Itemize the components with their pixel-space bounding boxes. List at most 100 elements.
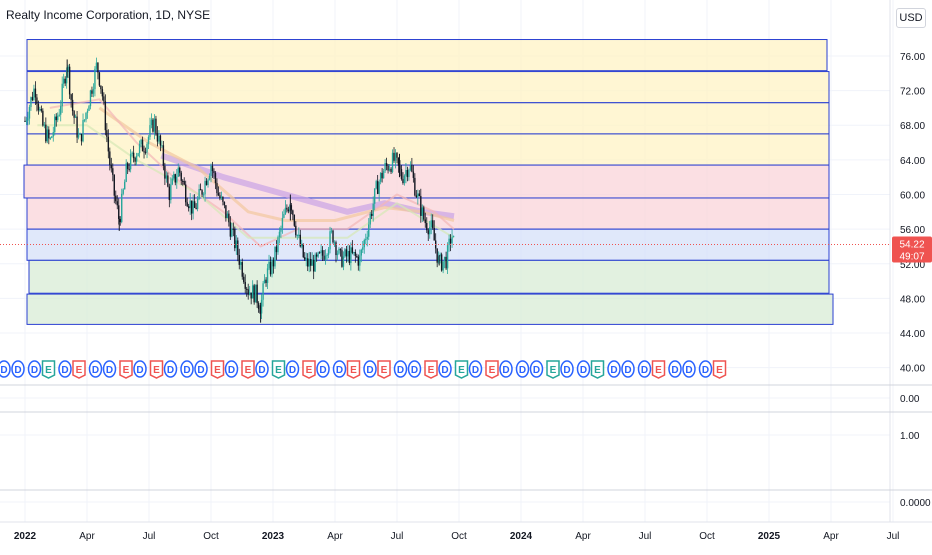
candle-body — [250, 292, 252, 299]
earnings-marker — [119, 360, 133, 379]
candle-body — [408, 169, 410, 178]
candle-body — [37, 103, 40, 111]
candle-body — [353, 252, 355, 254]
candle-body — [74, 116, 77, 118]
candle-body — [237, 240, 239, 256]
event-letter: D — [228, 365, 235, 376]
candle-body — [135, 155, 138, 162]
candle-body — [77, 134, 80, 138]
candle-body — [137, 153, 139, 156]
candle-body — [275, 246, 278, 253]
earnings-marker — [454, 360, 469, 379]
candle-body — [30, 97, 32, 108]
event-letter: D — [14, 365, 21, 376]
candle-body — [89, 90, 92, 107]
earnings-marker — [377, 360, 391, 379]
candle-body — [402, 178, 404, 184]
candle-body — [226, 213, 229, 219]
candle-body — [126, 163, 129, 169]
candles — [24, 57, 455, 323]
candle-body — [271, 259, 273, 275]
candle-body — [150, 119, 153, 126]
candle-body — [91, 90, 93, 94]
candle-body — [82, 120, 84, 142]
candle-body — [345, 249, 348, 257]
candle-body — [216, 183, 218, 194]
dividend-event-icon: D — [576, 360, 591, 378]
price-tick-label: 52.00 — [900, 260, 925, 271]
candle-body — [156, 133, 159, 142]
candle-body — [391, 152, 394, 172]
dividend-marker — [560, 360, 574, 378]
candle-body — [241, 262, 243, 277]
candle-body — [323, 255, 325, 260]
event-letter: D — [563, 365, 570, 376]
dividend-marker — [332, 360, 347, 378]
event-letter: E — [123, 365, 130, 376]
zone-box — [28, 259, 830, 294]
dividend-event-icon: D — [438, 360, 452, 378]
dividend-event-icon: D — [515, 360, 530, 378]
event-letter: E — [381, 365, 388, 376]
candle-body — [240, 262, 242, 265]
candle-body — [375, 181, 377, 189]
candle-body — [24, 120, 26, 122]
candle-body — [159, 135, 162, 146]
candle-body — [440, 254, 443, 271]
candle-body — [61, 83, 63, 107]
candle-body — [121, 193, 123, 223]
candle-body — [446, 245, 449, 269]
candle-body — [396, 152, 398, 158]
candle-body — [420, 195, 422, 216]
dividend-marker — [393, 360, 408, 378]
candle-body — [244, 281, 246, 289]
candle-body — [326, 254, 328, 256]
candle-body — [388, 168, 391, 171]
candle-body — [34, 88, 37, 98]
dividend-event-icon: D — [0, 360, 11, 378]
candle-body — [347, 250, 349, 257]
dividend-event-icon: D — [668, 360, 682, 378]
earnings-marker — [424, 360, 438, 379]
candle-body — [27, 118, 29, 121]
earnings-event-icon: E — [454, 360, 469, 379]
candle-body — [100, 85, 102, 90]
earnings-event-icon: E — [424, 360, 438, 379]
currency-button[interactable]: USD — [896, 8, 926, 28]
dividend-event-icon: D — [133, 360, 147, 378]
candle-body — [336, 253, 339, 256]
price-tick-label: 76.00 — [900, 52, 925, 63]
earnings-marker — [485, 360, 499, 379]
candle-body — [318, 252, 321, 254]
candle-body — [311, 259, 313, 266]
candle-body — [359, 255, 361, 266]
candle-body — [71, 99, 74, 112]
price-tick-label: 56.00 — [900, 225, 925, 236]
event-letter: D — [197, 365, 204, 376]
earnings-event-icon: E — [377, 360, 391, 379]
dividend-event-icon: D — [58, 360, 72, 378]
event-letter: E — [458, 365, 465, 376]
candle-body — [134, 157, 136, 162]
countdown-label: 49:07 — [899, 252, 924, 263]
dividend-marker — [58, 360, 72, 378]
candle-body — [284, 207, 287, 215]
candle-body — [246, 288, 248, 290]
dividend-event-icon: D — [621, 360, 635, 378]
candle-body — [362, 247, 364, 250]
candle-body — [225, 205, 227, 219]
candle-body — [309, 258, 312, 266]
dividend-marker — [499, 360, 513, 378]
event-letter: E — [550, 365, 557, 376]
candle-body — [45, 124, 47, 142]
candle-body — [86, 110, 89, 113]
candle-body — [443, 256, 446, 262]
candle-body — [149, 125, 151, 137]
event-letter: D — [671, 365, 678, 376]
dividend-marker — [133, 360, 147, 378]
candle-body — [442, 261, 444, 271]
